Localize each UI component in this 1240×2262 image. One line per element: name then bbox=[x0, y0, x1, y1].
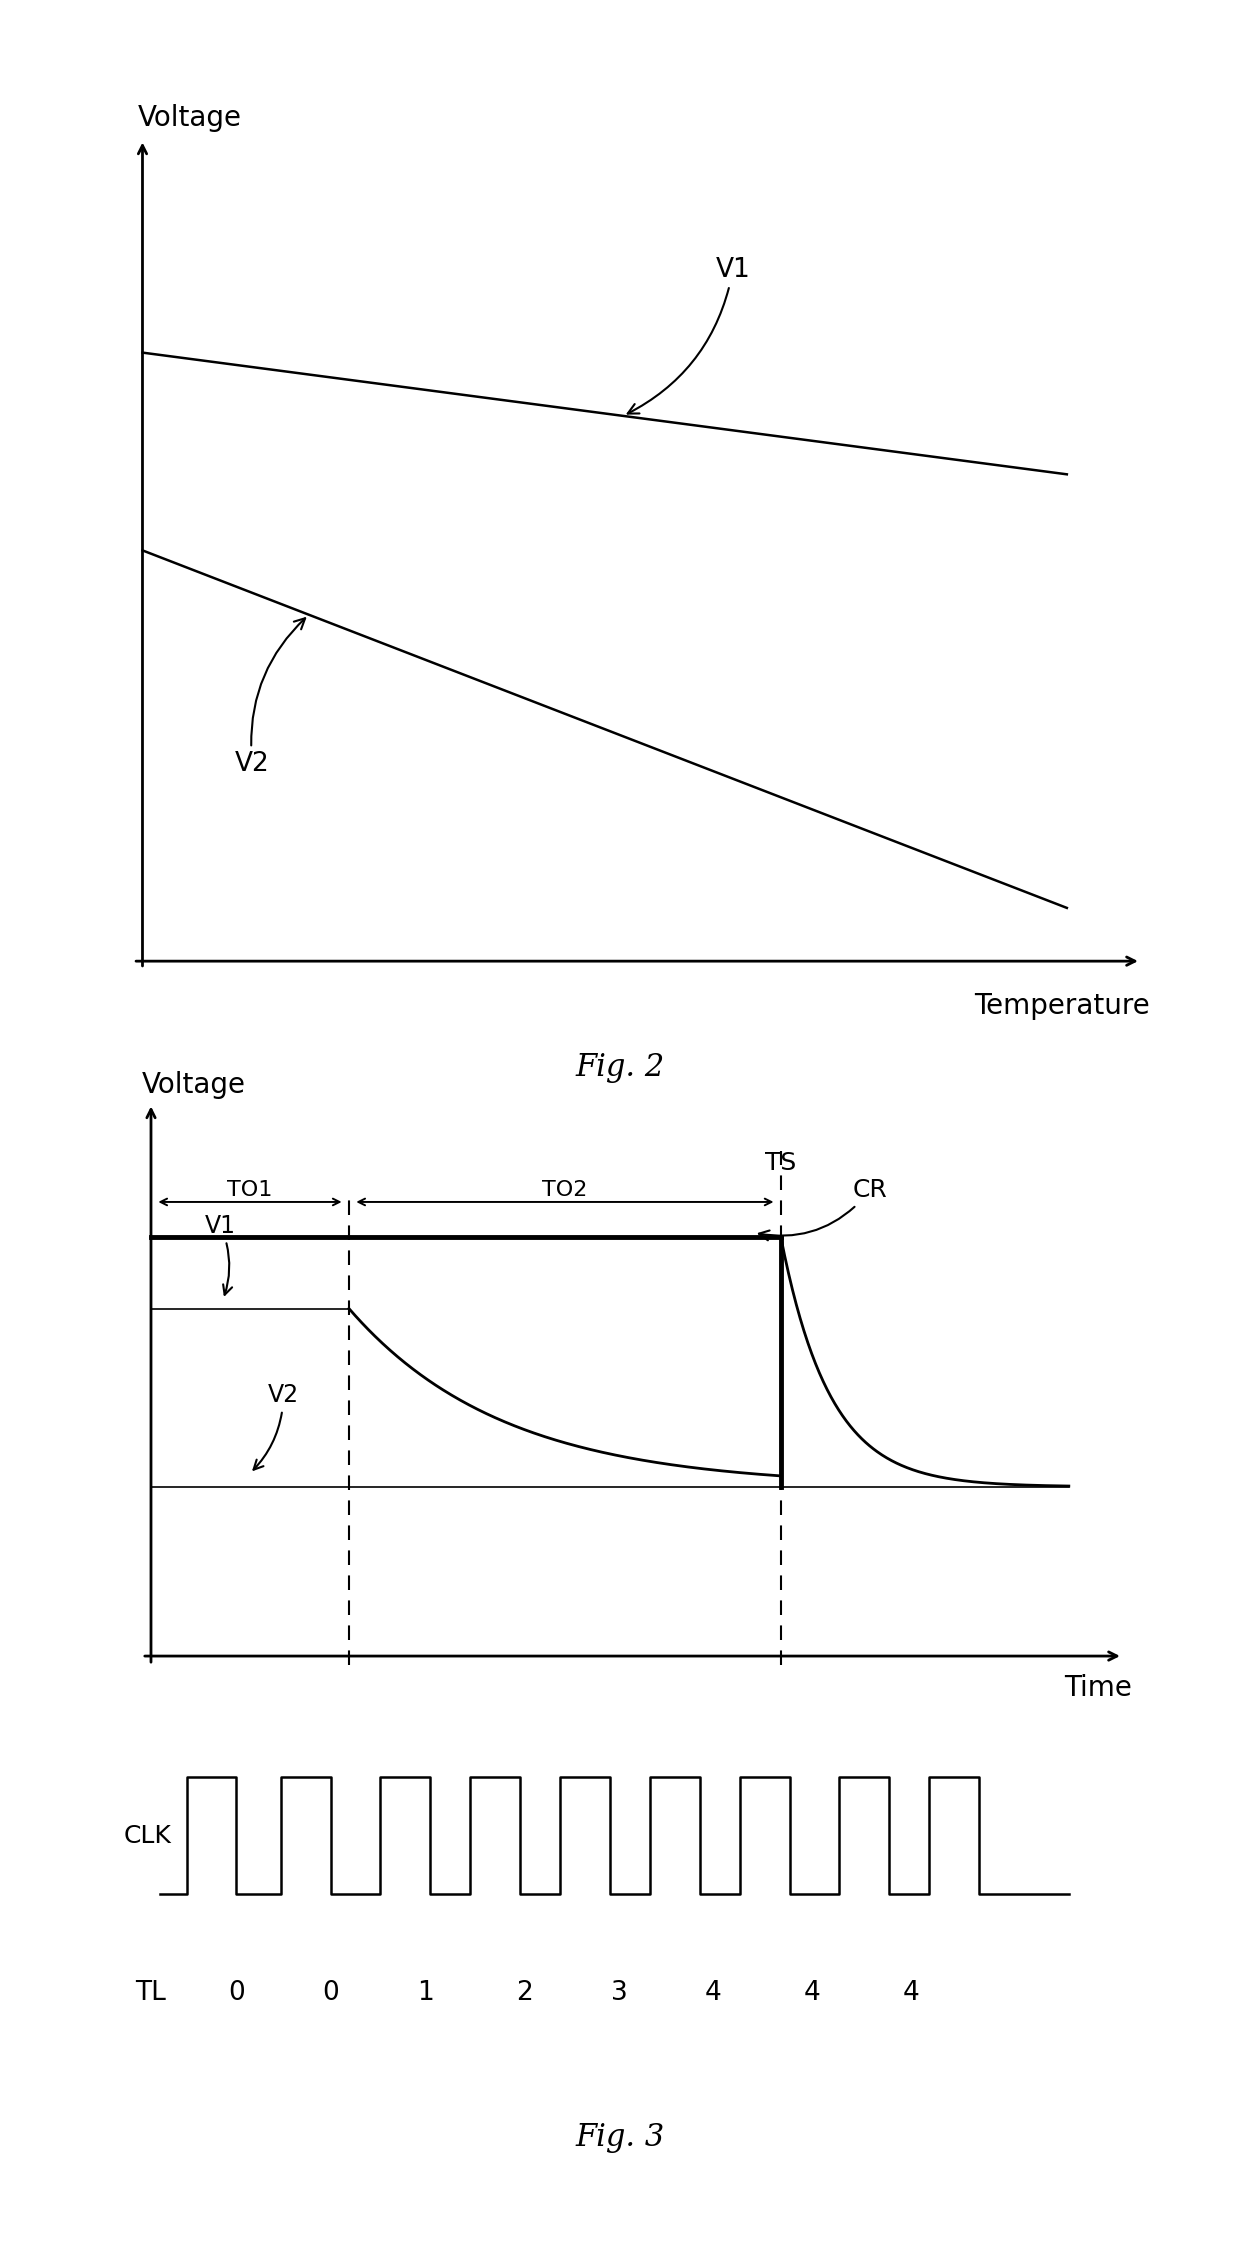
Text: TS: TS bbox=[765, 1151, 796, 1174]
Text: Fig. 3: Fig. 3 bbox=[575, 2122, 665, 2153]
Text: V1: V1 bbox=[627, 256, 750, 414]
Text: 2: 2 bbox=[516, 1979, 533, 2006]
Text: CLK: CLK bbox=[124, 1823, 172, 1848]
Text: 1: 1 bbox=[417, 1979, 434, 2006]
Text: 4: 4 bbox=[903, 1979, 920, 2006]
Text: TO2: TO2 bbox=[542, 1181, 588, 1201]
Text: 0: 0 bbox=[322, 1979, 340, 2006]
Text: 0: 0 bbox=[228, 1979, 244, 2006]
Text: CR: CR bbox=[759, 1179, 888, 1240]
Text: Voltage: Voltage bbox=[143, 1072, 246, 1099]
Text: V2: V2 bbox=[234, 618, 305, 776]
Text: Temperature: Temperature bbox=[975, 991, 1149, 1020]
Text: V1: V1 bbox=[205, 1215, 236, 1294]
Text: Voltage: Voltage bbox=[138, 104, 242, 131]
Text: Fig. 2: Fig. 2 bbox=[575, 1052, 665, 1083]
Text: 4: 4 bbox=[804, 1979, 821, 2006]
Text: TL: TL bbox=[135, 1979, 166, 2006]
Text: TO1: TO1 bbox=[227, 1181, 273, 1201]
Text: V2: V2 bbox=[253, 1382, 299, 1470]
Text: 4: 4 bbox=[706, 1979, 722, 2006]
Text: 3: 3 bbox=[610, 1979, 627, 2006]
Text: Time: Time bbox=[1064, 1674, 1132, 1701]
